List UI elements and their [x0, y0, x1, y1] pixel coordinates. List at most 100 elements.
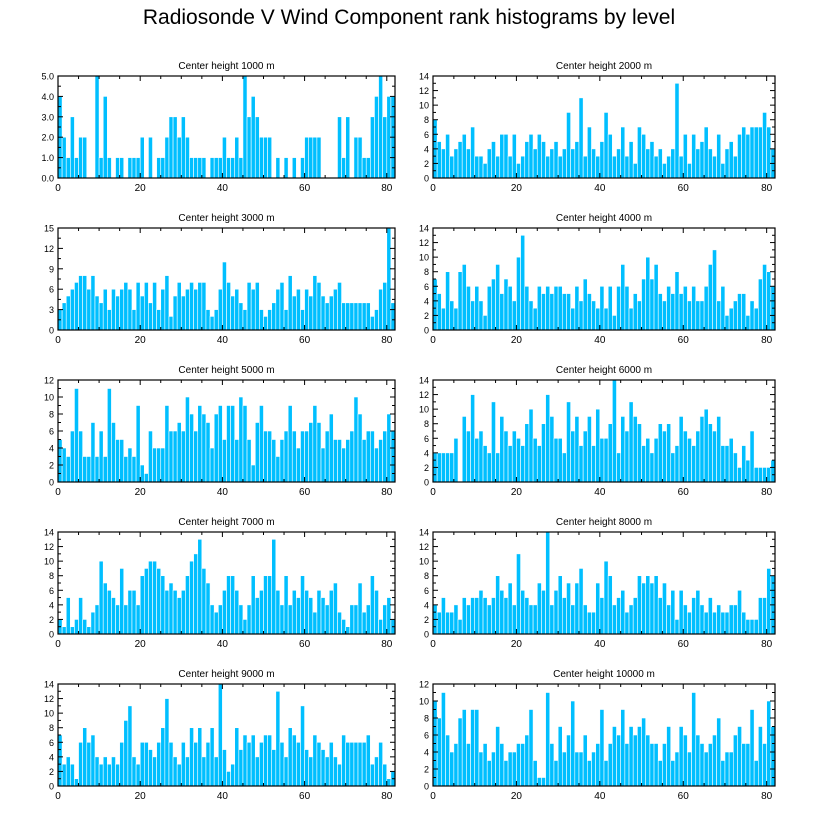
bar [507, 445, 513, 483]
bar [758, 597, 763, 635]
bar [115, 157, 120, 179]
bar [557, 726, 563, 787]
bar [607, 423, 613, 483]
bar [353, 136, 359, 179]
panel-title: Center height 9000 m [178, 669, 274, 680]
bar [503, 597, 509, 635]
bar [238, 396, 244, 483]
bar [259, 589, 264, 635]
bar [267, 734, 273, 787]
bar [507, 582, 513, 635]
x-tick-label: 40 [217, 487, 229, 498]
bar [230, 763, 236, 787]
bar [524, 597, 530, 635]
bar [516, 256, 521, 331]
bar-series [432, 82, 776, 179]
bar [300, 575, 305, 635]
bar [699, 141, 705, 179]
bar [766, 568, 772, 635]
bar [94, 75, 100, 179]
bar [678, 726, 684, 787]
bar [324, 430, 330, 483]
bar [520, 234, 526, 331]
bar [682, 734, 688, 787]
bar [287, 604, 293, 635]
bar [662, 582, 667, 635]
bar [374, 447, 379, 483]
x-tick-label: 20 [511, 791, 523, 802]
y-tick-label: 2 [424, 463, 429, 473]
bar [353, 741, 359, 787]
y-tick-label: 12 [419, 542, 429, 552]
bar [374, 309, 379, 331]
bar [720, 285, 726, 331]
y-tick-label: 10 [419, 405, 429, 415]
bar [528, 709, 534, 787]
x-tick-label: 40 [594, 335, 606, 346]
bar [641, 278, 647, 331]
bar [148, 749, 153, 787]
bar [670, 293, 676, 331]
bar [699, 743, 705, 787]
bar [291, 734, 297, 787]
bar [70, 626, 75, 635]
bar [595, 743, 601, 787]
bar [111, 422, 116, 483]
bar [461, 597, 467, 635]
panel-title: Center height 8000 m [556, 517, 652, 528]
bar [566, 401, 571, 483]
bar [587, 293, 592, 331]
bar [123, 720, 129, 787]
bar [176, 136, 182, 179]
x-tick-label: 80 [761, 335, 773, 346]
bar [737, 467, 742, 483]
bar [131, 456, 137, 483]
bar [283, 157, 289, 179]
bar [703, 751, 709, 787]
x-tick-label: 0 [430, 791, 436, 802]
bar [445, 452, 450, 483]
bar [561, 148, 567, 179]
bar [300, 309, 305, 331]
bar [753, 619, 759, 635]
y-tick-label: 0 [424, 174, 429, 184]
bar [361, 611, 367, 635]
chart-panel-4: Center height 4000 m 0 20 40 60 80 0 2 4 6 8 10 12 14 [419, 213, 776, 346]
y-tick-label: 2 [49, 461, 54, 471]
bar [532, 760, 538, 787]
y-tick-label: 3 [49, 305, 54, 315]
bar [532, 437, 538, 483]
bar [445, 133, 450, 179]
bar [189, 157, 194, 179]
bar [591, 148, 596, 179]
bar [57, 439, 63, 483]
panel-title: Center height 1000 m [178, 61, 274, 72]
bar [61, 626, 67, 635]
bar [712, 734, 717, 787]
bar [275, 288, 281, 331]
bar [144, 282, 149, 331]
bar [271, 538, 277, 635]
bar [570, 430, 576, 483]
bar [616, 452, 621, 483]
bar [123, 282, 129, 331]
bar [246, 439, 252, 483]
bar [341, 447, 346, 483]
x-tick-label: 80 [761, 639, 773, 650]
bar [230, 295, 236, 331]
bar [524, 734, 530, 787]
bar [624, 743, 630, 787]
bar [491, 597, 496, 635]
bar [616, 285, 621, 331]
panel-title: Center height 7000 m [178, 517, 274, 528]
bar [267, 575, 273, 635]
y-tick-label: 4 [424, 296, 429, 306]
bar [328, 589, 334, 635]
y-tick-label: 4 [424, 748, 429, 758]
bar [267, 430, 273, 483]
bar [545, 692, 551, 787]
bar [82, 136, 88, 179]
bar-series [432, 531, 776, 635]
y-tick-label: 8 [424, 115, 429, 125]
bar [591, 751, 596, 787]
